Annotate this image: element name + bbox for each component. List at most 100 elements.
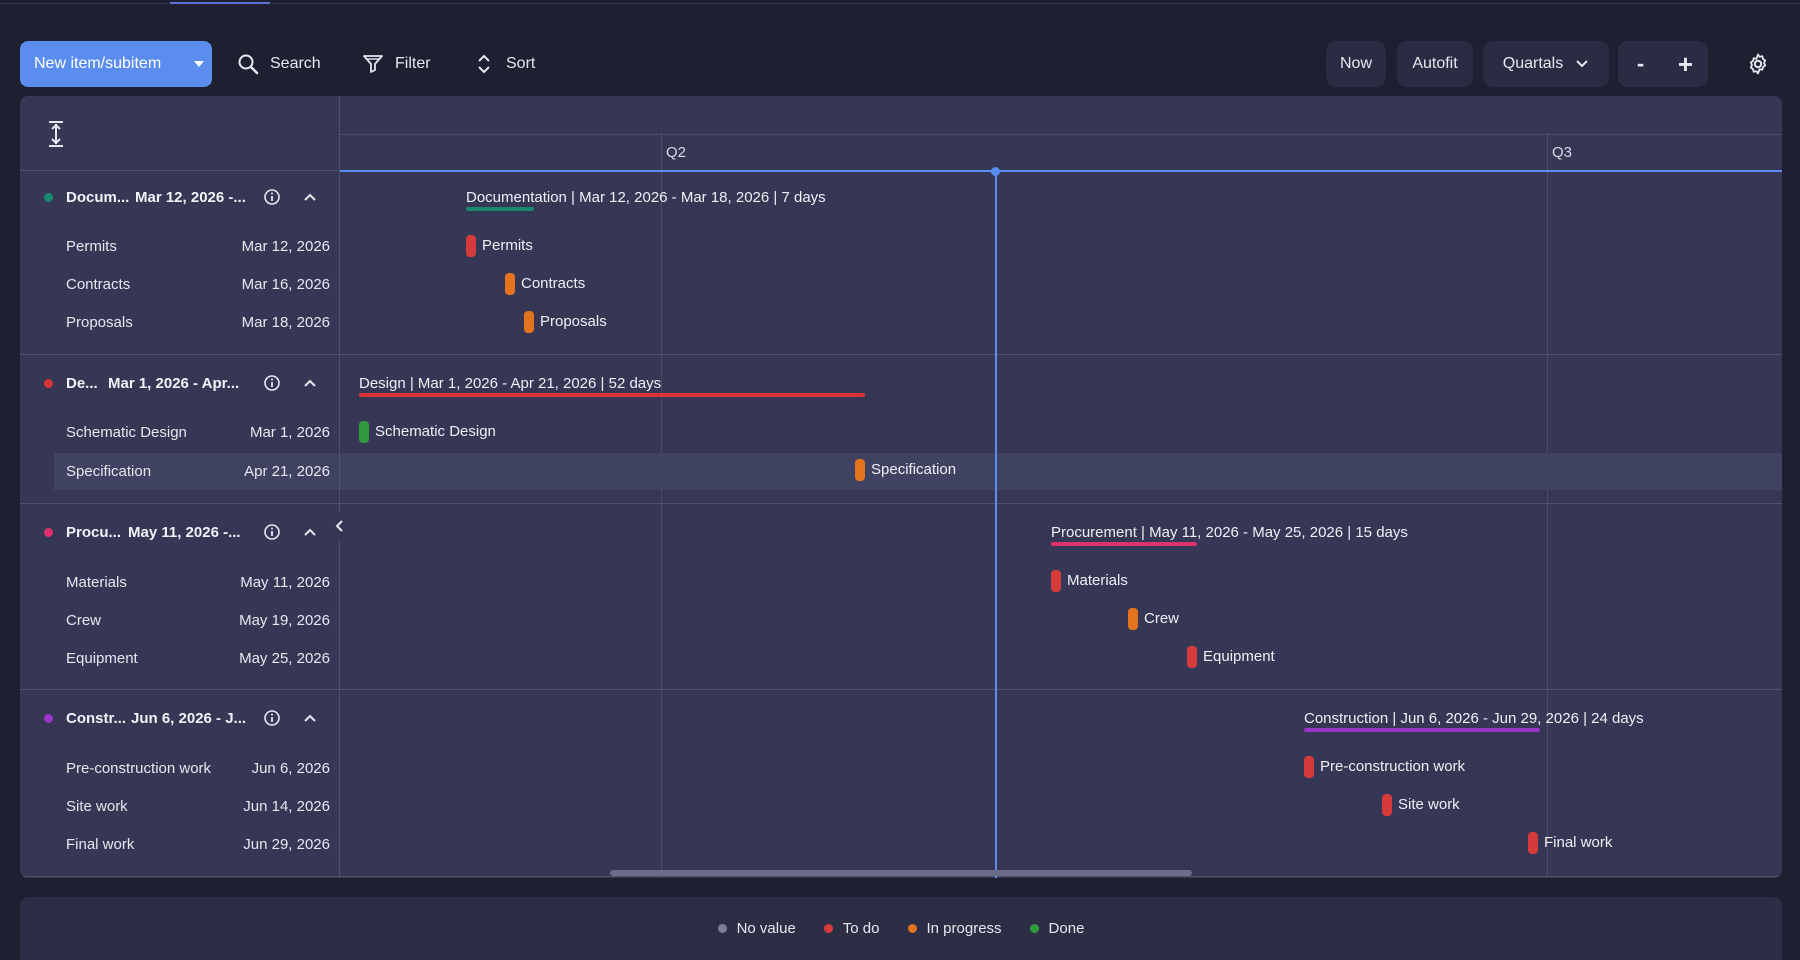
group-date-range: May 11, 2026 -... bbox=[128, 523, 241, 541]
list-item[interactable]: Equipment May 25, 2026 bbox=[66, 643, 330, 673]
group-row-design[interactable]: De... Mar 1, 2026 - Apr... bbox=[20, 368, 340, 398]
zoom-controls: - + bbox=[1618, 41, 1708, 87]
autofit-label: Autofit bbox=[1412, 55, 1458, 72]
item-date: Mar 12, 2026 bbox=[241, 237, 330, 255]
item-date: Apr 21, 2026 bbox=[244, 462, 330, 480]
horizontal-scrollbar[interactable] bbox=[610, 870, 1192, 876]
list-item[interactable]: Proposals Mar 18, 2026 bbox=[66, 307, 330, 337]
group-bar[interactable] bbox=[359, 393, 865, 397]
sort-button[interactable]: Sort bbox=[472, 41, 535, 87]
list-item[interactable]: Site work Jun 14, 2026 bbox=[66, 791, 330, 821]
item-name: Final work bbox=[66, 835, 135, 853]
group-bar-title: Documentation | Mar 12, 2026 - Mar 18, 2… bbox=[466, 189, 826, 206]
today-line bbox=[995, 171, 997, 878]
item-name: Proposals bbox=[66, 313, 133, 331]
gantt-panel: Q2 Q3 Docum... Mar 12, 2026 -... Permits… bbox=[20, 96, 1782, 878]
chevron-up-icon[interactable] bbox=[302, 375, 318, 391]
task-marker[interactable] bbox=[524, 311, 534, 333]
expand-all-icon[interactable] bbox=[46, 119, 66, 149]
filter-icon bbox=[363, 55, 383, 73]
group-bar-title: Construction | Jun 6, 2026 - Jun 29, 202… bbox=[1304, 710, 1644, 727]
now-label: Now bbox=[1339, 55, 1372, 72]
settings-button[interactable] bbox=[1746, 41, 1770, 87]
task-label: Contracts bbox=[521, 275, 586, 292]
chevron-up-icon[interactable] bbox=[302, 524, 318, 540]
caret-down-icon bbox=[194, 61, 204, 67]
task-marker[interactable] bbox=[1304, 756, 1314, 778]
task-label: Final work bbox=[1544, 834, 1613, 851]
legend-dot bbox=[717, 924, 727, 933]
info-icon[interactable] bbox=[263, 188, 281, 206]
legend-dot bbox=[823, 924, 833, 933]
item-name: Permits bbox=[66, 237, 117, 255]
task-marker[interactable] bbox=[359, 421, 369, 443]
search-button[interactable]: Search bbox=[236, 41, 321, 87]
chevron-up-icon[interactable] bbox=[302, 710, 318, 726]
legend-item: To do bbox=[823, 920, 880, 937]
task-marker[interactable] bbox=[1128, 608, 1138, 630]
item-name: Pre-construction work bbox=[66, 759, 212, 777]
legend-dot bbox=[907, 924, 917, 933]
zoom-select[interactable]: Quartals bbox=[1483, 41, 1609, 87]
status-legend: No value To do In progress Done bbox=[20, 897, 1782, 960]
list-item[interactable]: Schematic Design Mar 1, 2026 bbox=[66, 417, 330, 447]
zoom-out-button[interactable]: - bbox=[1636, 51, 1645, 76]
group-name: Constr... bbox=[66, 709, 127, 727]
group-bar[interactable] bbox=[1304, 728, 1540, 732]
legend-label: Done bbox=[1048, 920, 1085, 937]
now-button[interactable]: Now bbox=[1326, 41, 1386, 87]
list-item[interactable]: Crew May 19, 2026 bbox=[66, 605, 330, 635]
group-row-documentation[interactable]: Docum... Mar 12, 2026 -... bbox=[20, 182, 340, 212]
info-icon[interactable] bbox=[263, 374, 281, 392]
task-marker[interactable] bbox=[1051, 570, 1061, 592]
gridline-q2 bbox=[661, 132, 662, 878]
group-row-construction[interactable]: Constr... Jun 6, 2026 - J... bbox=[20, 703, 340, 733]
chevron-left-icon bbox=[335, 520, 343, 532]
gantt-toolbar: New item/subitem Search Filter Sort Now … bbox=[20, 41, 1780, 87]
list-item[interactable]: Specification Apr 21, 2026 bbox=[66, 456, 330, 486]
list-item[interactable]: Pre-construction work Jun 6, 2026 bbox=[66, 753, 330, 783]
list-item[interactable]: Final work Jun 29, 2026 bbox=[66, 829, 330, 859]
new-item-dropdown[interactable] bbox=[186, 41, 212, 87]
item-name: Schematic Design bbox=[66, 423, 187, 441]
task-marker[interactable] bbox=[1382, 794, 1392, 816]
zoom-in-button[interactable]: + bbox=[1677, 48, 1694, 79]
task-marker[interactable] bbox=[466, 235, 476, 257]
task-label: Crew bbox=[1144, 610, 1180, 627]
gear-icon bbox=[1749, 53, 1767, 75]
active-tab-indicator bbox=[170, 2, 270, 4]
sort-icon bbox=[478, 54, 490, 74]
list-item[interactable]: Contracts Mar 16, 2026 bbox=[66, 269, 330, 299]
new-item-button[interactable]: New item/subitem bbox=[20, 41, 212, 87]
autofit-button[interactable]: Autofit bbox=[1397, 41, 1473, 87]
timeline-header: Q2 Q3 bbox=[340, 96, 1782, 171]
item-date: May 25, 2026 bbox=[239, 649, 330, 667]
item-name: Specification bbox=[66, 462, 152, 480]
highlighted-row bbox=[54, 453, 1782, 490]
info-icon[interactable] bbox=[263, 709, 281, 727]
task-label: Materials bbox=[1067, 572, 1128, 589]
group-bar[interactable] bbox=[1051, 542, 1197, 546]
filter-label: Filter bbox=[395, 55, 431, 72]
list-item[interactable]: Permits Mar 12, 2026 bbox=[66, 231, 330, 261]
task-marker[interactable] bbox=[1528, 832, 1538, 854]
collapse-panel-button[interactable] bbox=[326, 512, 354, 540]
gridline-q3 bbox=[1547, 132, 1548, 878]
group-row-procurement[interactable]: Procu... May 11, 2026 -... bbox=[20, 517, 340, 547]
task-marker[interactable] bbox=[505, 273, 515, 295]
group-bar[interactable] bbox=[466, 207, 534, 211]
item-name: Materials bbox=[66, 573, 127, 591]
filter-button[interactable]: Filter bbox=[361, 41, 431, 87]
group-bar-title: Procurement | May 11, 2026 - May 25, 202… bbox=[1051, 524, 1408, 541]
zoom-select-value: Quartals bbox=[1502, 55, 1564, 72]
group-date-range: Jun 6, 2026 - J... bbox=[131, 709, 247, 727]
item-name: Site work bbox=[66, 797, 128, 815]
legend-item: In progress bbox=[907, 920, 1002, 937]
chevron-up-icon[interactable] bbox=[302, 189, 318, 205]
item-date: Mar 16, 2026 bbox=[241, 275, 330, 293]
task-marker[interactable] bbox=[855, 459, 865, 481]
today-line-horizontal bbox=[340, 170, 1782, 172]
info-icon[interactable] bbox=[263, 523, 281, 541]
list-item[interactable]: Materials May 11, 2026 bbox=[66, 567, 330, 597]
task-marker[interactable] bbox=[1187, 646, 1197, 668]
